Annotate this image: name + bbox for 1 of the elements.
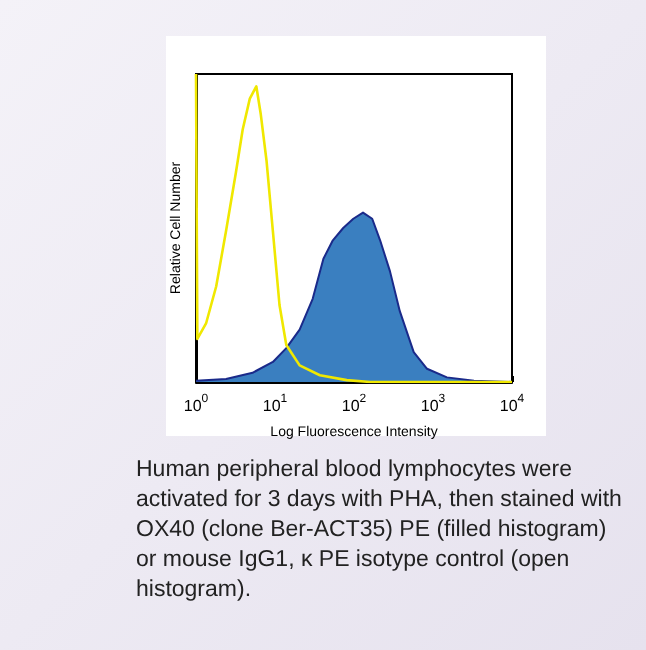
- text: Human peripheral blood lymphocytes were activated for 3 days with PHA, then stained with OX40 (clone Ber-ACT35) PE (filled histogram) or mouse IgG1, κ PE isotype control (open histogram).: [136, 456, 624, 606]
